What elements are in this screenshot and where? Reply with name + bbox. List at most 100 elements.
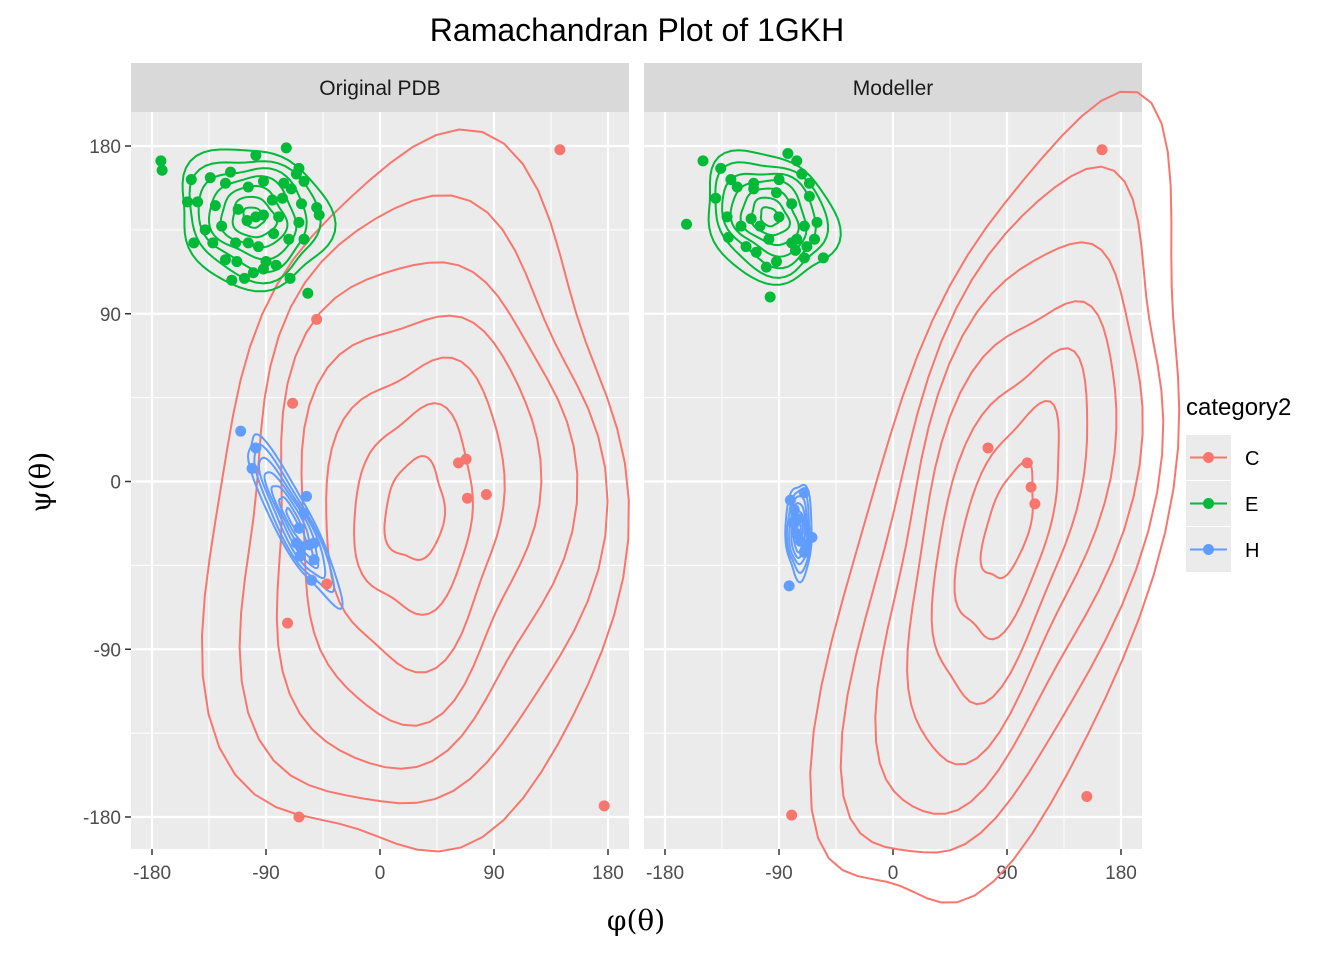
density-contour-C — [325, 356, 506, 674]
data-point-C — [287, 397, 299, 409]
data-point-E — [773, 211, 785, 223]
legend-keys: C E H — [1186, 435, 1259, 572]
data-point-E — [796, 168, 808, 180]
data-point-E — [268, 228, 280, 240]
data-point-H — [294, 550, 306, 562]
data-point-E — [155, 155, 167, 167]
density-contour-C — [809, 90, 1181, 904]
data-point-E — [773, 174, 785, 186]
data-point-E — [808, 233, 820, 245]
data-point-E — [219, 177, 231, 189]
data-point-C — [982, 442, 994, 454]
facet-strip — [131, 63, 629, 112]
data-point-E — [278, 177, 290, 189]
density-contours — [181, 128, 630, 853]
data-point-E — [681, 218, 693, 230]
data-point-H — [783, 580, 795, 592]
data-point-E — [298, 175, 310, 187]
y-axis-title: ψ(θ) — [24, 452, 57, 513]
chart-title: Ramachandran Plot of 1GKH — [430, 12, 844, 48]
density-contour-C — [300, 314, 543, 727]
data-point-E — [257, 263, 269, 275]
data-point-E — [250, 149, 262, 161]
data-point-E — [715, 162, 727, 174]
facet-strip-label: Modeller — [853, 77, 934, 100]
data-point-E — [735, 220, 747, 232]
legend-label: H — [1245, 540, 1259, 562]
y-tick-label: 90 — [100, 305, 121, 326]
data-point-E — [216, 220, 228, 232]
data-point-E — [293, 216, 305, 228]
y-tick-label: -180 — [83, 808, 121, 829]
data-point-E — [782, 147, 794, 159]
data-point-E — [803, 190, 815, 202]
data-point-E — [231, 256, 243, 268]
density-contour-C — [930, 347, 1089, 706]
density-contour-H — [246, 433, 344, 610]
y-tick-label: -90 — [94, 640, 121, 661]
series-H — [235, 425, 320, 586]
data-point-E — [770, 256, 782, 268]
data-point-E — [238, 272, 250, 284]
legend-title: category2 — [1186, 394, 1291, 421]
data-point-H — [806, 531, 818, 543]
facet-panels: Original PDB-180 -90 0 90 180180900-90-180Mo… — [83, 63, 1181, 904]
facet-panel: Original PDB -180 -90 0 90 180 180 90 0 -90 -180 — [83, 63, 630, 884]
data-point-C — [480, 489, 492, 501]
density-contour-C — [906, 300, 1118, 766]
density-contour-C — [200, 128, 630, 853]
data-point-H — [298, 507, 310, 519]
legend-label: C — [1245, 448, 1259, 470]
data-point-H — [788, 503, 800, 515]
density-contour-E — [231, 195, 279, 239]
density-contour-E — [750, 196, 791, 237]
series-E — [155, 142, 325, 299]
density-contour-E — [739, 187, 800, 247]
data-point-E — [252, 241, 264, 253]
data-point-H — [784, 494, 796, 506]
density-contour-C — [275, 261, 579, 770]
y-tick-label: 180 — [89, 137, 121, 158]
data-point-E — [697, 155, 709, 167]
density-contour-C — [238, 194, 609, 805]
data-point-H — [246, 462, 258, 474]
series-E — [681, 147, 829, 303]
data-point-E — [745, 213, 757, 225]
data-point-E — [209, 200, 221, 212]
data-point-E — [290, 168, 302, 180]
data-point-E — [786, 198, 798, 210]
data-point-E — [276, 192, 288, 204]
data-point-E — [731, 181, 743, 193]
data-point-E — [740, 241, 752, 253]
data-point-H — [306, 574, 318, 586]
data-point-E — [225, 166, 237, 178]
data-point-E — [302, 287, 314, 299]
data-point-E — [284, 272, 296, 284]
data-point-E — [192, 196, 204, 208]
facet-strip — [644, 63, 1142, 112]
data-point-C — [786, 809, 798, 821]
data-point-E — [764, 291, 776, 303]
data-point-E — [185, 174, 197, 186]
series-C — [282, 144, 610, 823]
x-tick-label: -180 — [646, 863, 684, 884]
data-point-E — [770, 187, 782, 199]
data-point-C — [293, 811, 305, 823]
data-point-E — [710, 192, 722, 204]
density-contour-E — [721, 172, 817, 270]
data-point-E — [285, 183, 297, 195]
density-contour-C — [353, 402, 474, 616]
data-point-H — [293, 522, 305, 534]
data-point-E — [313, 209, 325, 221]
data-point-E — [181, 196, 193, 208]
data-point-E — [257, 175, 269, 187]
data-point-H — [308, 537, 320, 549]
legend-key-point — [1203, 498, 1214, 509]
data-point-C — [282, 617, 294, 629]
series-H — [783, 487, 818, 592]
data-point-E — [280, 142, 292, 154]
data-point-H — [798, 546, 810, 558]
data-point-C — [311, 313, 323, 325]
data-point-E — [230, 237, 242, 249]
